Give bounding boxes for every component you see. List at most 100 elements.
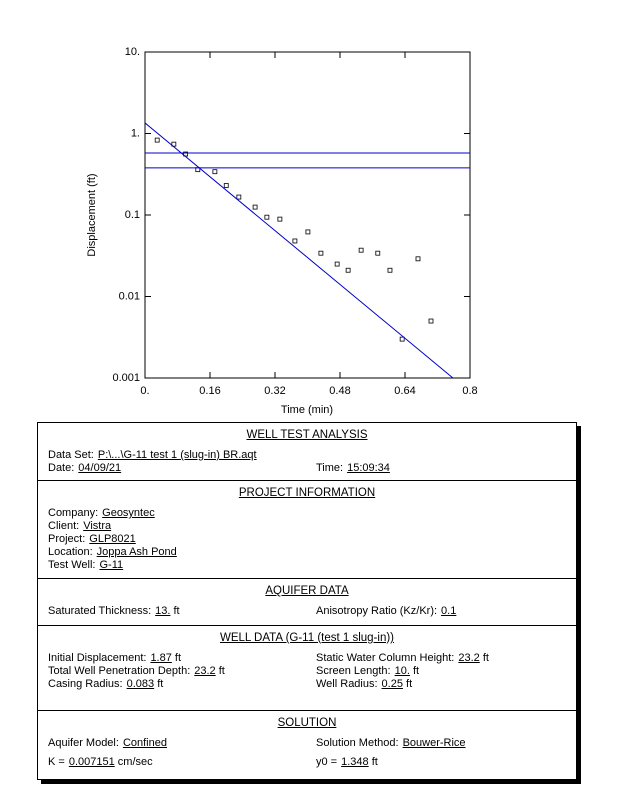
field: Static Water Column Height: 23.2 ft xyxy=(316,652,489,664)
field-value: Joppa Ash Pond xyxy=(96,546,177,558)
x-axis-label: Time (min) xyxy=(281,404,333,416)
section-title: WELL DATA (G-11 (test 1 slug-in)) xyxy=(219,632,395,644)
field-value: 1.87 xyxy=(150,652,172,664)
y-tick-label: 0.01 xyxy=(119,290,140,302)
field-row: Saturated Thickness: 13. ft Anisotropy Rat… xyxy=(48,605,566,618)
x-tick-label: 0.64 xyxy=(394,385,415,397)
y-tick-label: 0.1 xyxy=(125,209,140,221)
field-row: Initial Displacement: 1.87 ft Static Water… xyxy=(48,652,566,665)
field-row: Data Set: P:\...\G-11 test 1 (slug-in) BR… xyxy=(48,449,566,462)
field-value: 0.1 xyxy=(441,605,457,617)
report-section: AQUIFER DATA Saturated Thickness: 13. ft An… xyxy=(38,579,576,626)
field: Solution Method: Bouwer-Rice xyxy=(316,737,466,749)
field-label: Data Set: xyxy=(48,449,94,461)
field-unit: ft xyxy=(371,756,378,768)
field-label: Total Well Penetration Depth: xyxy=(48,665,191,677)
field-label: Project: xyxy=(48,533,86,545)
data-point xyxy=(399,336,405,342)
data-point xyxy=(252,204,258,210)
field: Screen Length: 10. ft xyxy=(316,665,419,677)
data-point xyxy=(375,250,381,256)
field-unit: ft xyxy=(412,665,420,677)
chart: Time (min) Displacement (ft) 0.001 0.01 0.… xyxy=(86,46,478,416)
field-value: G-11 xyxy=(99,559,124,571)
plot-frame xyxy=(144,51,471,379)
field-label: y0 = xyxy=(316,756,338,768)
field-label: Static Water Column Height: xyxy=(316,652,455,664)
field-row: Location: Joppa Ash Pond xyxy=(48,546,566,559)
field: y0 = 1.348 ft xyxy=(316,756,378,768)
field: Anisotropy Ratio (Kz/Kr): 0.1 xyxy=(316,605,456,617)
field-value: 10. xyxy=(394,665,410,677)
field-value: 0.007151 xyxy=(68,756,115,768)
field-label: Aquifer Model: xyxy=(48,737,119,749)
field-label: Well Radius: xyxy=(316,678,378,690)
field-label: K = xyxy=(48,756,65,768)
field: Casing Radius: 0.083 ft xyxy=(48,678,163,690)
field-label: Date: xyxy=(48,462,75,474)
data-point xyxy=(345,267,351,273)
field-unit: ft xyxy=(482,652,489,664)
data-point xyxy=(358,247,364,253)
field-row: Aquifer Model: Confined Solution Method: Bo… xyxy=(48,737,566,756)
field-row: Project: GLP8021 xyxy=(48,533,566,546)
data-point xyxy=(428,318,434,324)
y-tick-label: 1. xyxy=(131,127,140,139)
field-label: Screen Length: xyxy=(316,665,391,677)
data-point xyxy=(154,137,160,143)
y-tick-label: 0.001 xyxy=(112,372,140,384)
field-value: Bouwer-Rice xyxy=(402,737,466,749)
field: Client: Vistra xyxy=(48,520,111,532)
field-label: Initial Displacement: xyxy=(48,652,147,664)
field-value: 04/09/21 xyxy=(78,462,122,474)
fit-line xyxy=(144,122,454,379)
data-point xyxy=(387,267,393,273)
field-unit: ft xyxy=(218,665,225,677)
field-value: Confined xyxy=(122,737,167,749)
data-point xyxy=(334,261,340,267)
field-label: Casing Radius: xyxy=(48,678,123,690)
data-point xyxy=(236,194,242,200)
field-value: 23.2 xyxy=(194,665,216,677)
field: Time: 15:09:34 xyxy=(316,462,390,474)
field-row: Date: 04/09/21 Time: 15:09:34 xyxy=(48,462,566,475)
field-unit: ft xyxy=(157,678,164,690)
field-value: 13. xyxy=(155,605,171,617)
section-title: AQUIFER DATA xyxy=(265,585,349,597)
field-unit: ft xyxy=(174,652,182,664)
data-point xyxy=(264,214,270,220)
field-value: 1.348 xyxy=(341,756,369,768)
section-title: SOLUTION xyxy=(277,717,337,729)
field: Initial Displacement: 1.87 ft xyxy=(48,652,181,664)
section-title: WELL TEST ANALYSIS xyxy=(246,429,368,441)
data-point xyxy=(223,183,229,188)
field-value: GLP8021 xyxy=(89,533,136,545)
field-value: 23.2 xyxy=(458,652,480,664)
y-tick-label: 10. xyxy=(125,46,140,58)
field-value: Vistra xyxy=(83,520,112,532)
field-label: Time: xyxy=(316,462,344,474)
field-unit: ft xyxy=(173,605,180,617)
report-section: WELL TEST ANALYSIS Data Set: P:\...\G-11 t… xyxy=(38,423,576,481)
x-tick-label: 0.8 xyxy=(462,385,477,397)
report-section: SOLUTION Aquifer Model: Confined Solution M… xyxy=(38,711,576,779)
field: Data Set: P:\...\G-11 test 1 (slug-in) BR… xyxy=(48,449,257,461)
data-point xyxy=(305,229,311,235)
report: WELL TEST ANALYSIS Data Set: P:\...\G-11 t… xyxy=(37,422,577,780)
field: Company: Geosyntec xyxy=(48,507,155,519)
field-row: Test Well: G-11 xyxy=(48,559,566,572)
data-point xyxy=(415,256,421,262)
field: Location: Joppa Ash Pond xyxy=(48,546,177,558)
field: Saturated Thickness: 13. ft xyxy=(48,605,180,617)
field-row: Total Well Penetration Depth: 23.2 ft Scre… xyxy=(48,665,566,678)
data-point xyxy=(171,141,177,147)
x-tick-label: 0.16 xyxy=(199,385,220,397)
data-point xyxy=(212,169,218,175)
section-title: PROJECT INFORMATION xyxy=(238,487,376,499)
field-label: Client: xyxy=(48,520,80,532)
field-value: 0.25 xyxy=(381,678,403,690)
field-value: 15:09:34 xyxy=(347,462,390,474)
field: Project: GLP8021 xyxy=(48,533,136,545)
field-label: Company: xyxy=(48,507,99,519)
